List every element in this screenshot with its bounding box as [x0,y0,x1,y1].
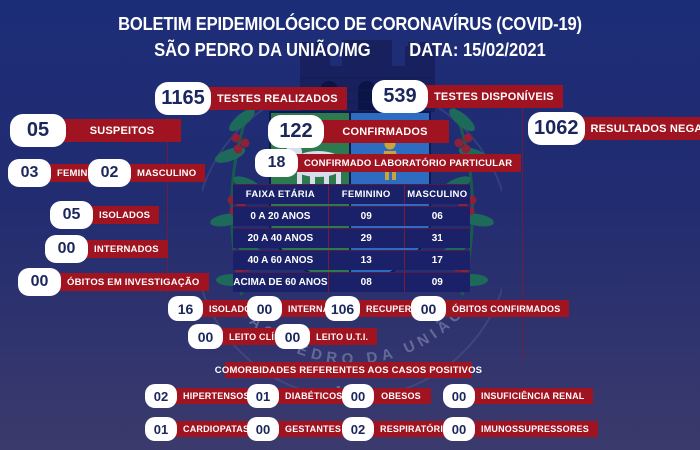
stat-label: GESTANTES [273,421,351,437]
stat-value: 106 [325,296,360,321]
stat-label: IMUNOSSUPRESSORES [469,421,598,437]
age-table: FAIXA ETÁRIA FEMININO MASCULINO 0 A 20 A… [233,182,470,294]
stat-leito-uti: 00 LEITO U.T.I. [275,324,378,349]
stat-label: HIPERTENSOS [171,388,259,404]
age-range-cell: 0 A 20 ANOS [233,206,328,226]
age-range-cell: ACIMA DE 60 ANOS [233,272,328,292]
stat-label: INTERNADOS [82,240,168,258]
divider-line-left [167,118,168,294]
stat-resultados-negativos: 1062 RESULTADOS NEGATIVOS [528,112,700,145]
age-table-row: ACIMA DE 60 ANOS 08 09 [233,272,470,292]
stat-value: 16 [168,296,203,321]
stat-label: DIABÉTICOS [273,388,352,404]
stat-value: 00 [247,417,279,441]
stat-isolados-suspeitos: 05 ISOLADOS [50,201,160,229]
stat-gestantes: 00 GESTANTES [247,417,351,441]
stat-obitos-confirmados: 00 ÓBITOS CONFIRMADOS [411,296,570,321]
stat-label: RESULTADOS NEGATIVOS [578,117,700,140]
stat-value: 18 [255,149,298,177]
stat-label: OBESOS [368,388,431,404]
age-table-header: FAIXA ETÁRIA [233,184,328,204]
page-subtitle: SÃO PEDRO DA UNIÃO/MG DATA: 15/02/2021 [28,40,672,61]
feminino-cell: 09 [327,206,404,226]
stat-label: CARDIOPATAS [171,421,259,437]
stat-internados-suspeitos: 00 INTERNADOS [45,235,168,263]
stat-testes-realizados: 1165 TESTES REALIZADOS [155,82,347,115]
stat-cardiopatas: 01 CARDIOPATAS [145,417,259,441]
stat-obitos-investigacao: 00 ÓBITOS EM INVESTIGAÇÃO [18,268,209,296]
divider-line-right [522,98,523,360]
stat-label: RESPIRATÓRIOS [368,421,466,437]
stat-value: 122 [268,115,324,148]
stat-label: MASCULINO [125,164,206,182]
stat-value: 02 [88,159,131,187]
stat-label: INSUFICIÊNCIA RENAL [469,388,594,404]
stat-respiratorios: 02 RESPIRATÓRIOS [342,417,466,441]
age-range-cell: 40 A 60 ANOS [233,250,328,270]
stat-value: 02 [145,384,177,408]
age-table-header: FEMININO [327,184,404,204]
age-table-row: 40 A 60 ANOS 13 17 [233,250,470,270]
stat-value: 1062 [528,112,585,145]
age-table-row: 20 A 40 ANOS 29 31 [233,228,470,248]
age-table-header: MASCULINO [403,184,470,204]
feminino-cell: 29 [327,228,404,248]
stat-value: 03 [8,159,51,187]
masculino-cell: 17 [403,250,470,270]
stat-label: ÓBITOS CONFIRMADOS [440,300,570,317]
stat-value: 05 [50,201,93,229]
stat-value: 02 [342,417,374,441]
stat-diabeticos: 01 DIABÉTICOS [247,384,352,408]
age-table-row: 0 A 20 ANOS 09 06 [233,206,470,226]
stat-obesos: 00 OBESOS [342,384,431,408]
stat-value: 05 [10,114,66,147]
stat-label: LEITO U.T.I. [304,328,378,345]
stat-insuficiencia-renal: 00 INSUFICIÊNCIA RENAL [443,384,594,408]
stat-value: 00 [443,417,475,441]
stat-label: TESTES REALIZADOS [205,87,347,110]
stat-confirmados: 122 CONFIRMADOS [268,115,449,148]
masculino-cell: 31 [403,228,470,248]
page-title: BOLETIM EPIDEMIOLÓGICO DE CORONAVÍRUS (C… [118,14,582,34]
masculino-cell: 09 [403,272,470,292]
stat-label: SUSPEITOS [60,119,181,142]
feminino-cell: 13 [327,250,404,270]
stat-confirmado-lab: 18 CONFIRMADO LABORATÓRIO PARTICULAR [255,149,522,177]
stat-value: 00 [411,296,446,321]
city-label: SÃO PEDRO DA UNIÃO/MG [154,40,371,60]
stat-label: ISOLADOS [87,206,160,224]
stat-value: 00 [342,384,374,408]
age-table-header-row: FAIXA ETÁRIA FEMININO MASCULINO [233,184,470,204]
feminino-cell: 08 [327,272,404,292]
masculino-cell: 06 [403,206,470,226]
stat-testes-disponiveis: 539 TESTES DISPONÍVEIS [372,80,563,113]
stat-label: TESTES DISPONÍVEIS [422,85,563,108]
stat-value: 00 [188,324,223,349]
stat-value: 1165 [155,82,211,115]
date-label: DATA: 15/02/2021 [409,40,546,60]
stat-value: 00 [45,235,88,263]
stat-imunossupressores: 00 IMUNOSSUPRESSORES [443,417,598,441]
stat-value: 00 [443,384,475,408]
comorbidities-banner: COMORBIDADES REFERENTES AOS CASOS POSITI… [215,362,482,378]
age-range-cell: 20 A 40 ANOS [233,228,328,248]
stat-masculino: 02 MASCULINO [88,159,206,187]
stat-value: 01 [247,384,279,408]
stat-hipertensos: 02 HIPERTENSOS [145,384,259,408]
stat-value: 00 [18,268,61,296]
stat-value: 00 [247,296,282,321]
stat-value: 539 [372,80,428,113]
stat-suspeitos: 05 SUSPEITOS [10,114,181,147]
stat-label: CONFIRMADOS [318,120,449,143]
stat-label: CONFIRMADO LABORATÓRIO PARTICULAR [292,154,522,172]
stat-value: 00 [275,324,310,349]
stat-value: 01 [145,417,177,441]
stat-label: ÓBITOS EM INVESTIGAÇÃO [55,273,209,291]
